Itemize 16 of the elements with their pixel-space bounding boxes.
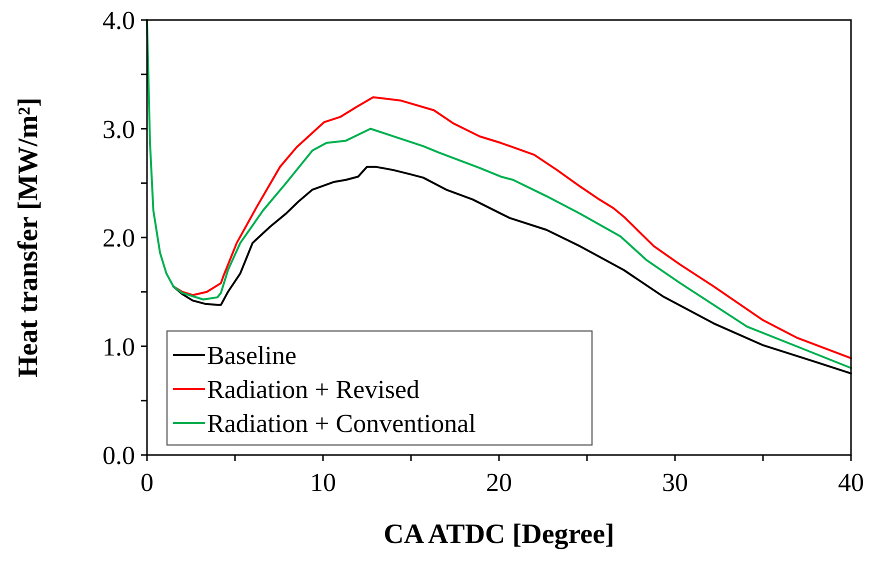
legend-label: Radiation + Conventional	[207, 409, 476, 438]
x-tick-label: 30	[662, 468, 688, 497]
y-tick-label: 0.0	[102, 441, 135, 470]
x-tick-label: 20	[486, 468, 512, 497]
line-series	[146, 19, 852, 369]
y-tick-label: 4.0	[102, 6, 135, 36]
y-tick-label: 3.0	[102, 114, 135, 144]
x-tick-label: 0	[140, 468, 154, 497]
legend-label: Baseline	[207, 341, 297, 370]
y-tick-label: 1.0	[102, 332, 135, 362]
y-axis-title: Heat transfer [MW/m²]	[13, 98, 44, 378]
x-tick-label: 40	[838, 468, 864, 497]
x-tick-label: 10	[310, 468, 336, 497]
y-tick-label: 2.0	[102, 224, 135, 253]
x-axis-title: CA ATDC [Degree]	[384, 519, 614, 550]
legend-label: Radiation + Revised	[207, 375, 420, 404]
